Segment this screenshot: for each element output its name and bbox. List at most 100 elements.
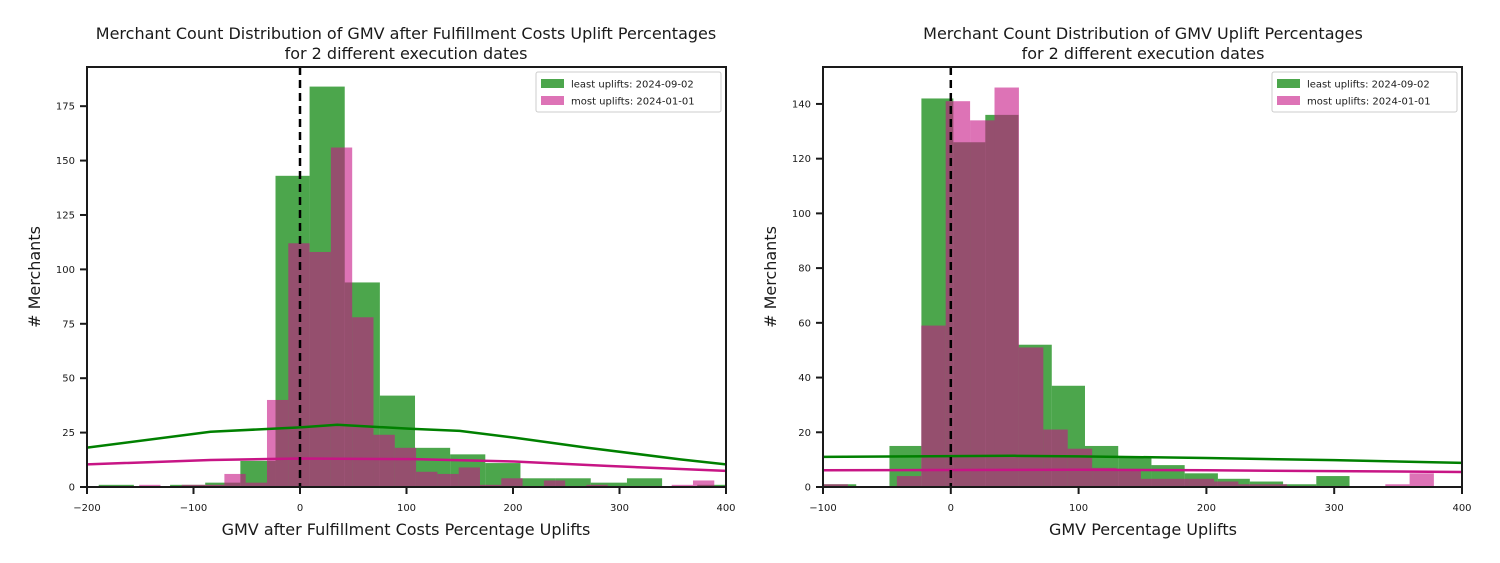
histogram-bar [970,120,995,487]
right-kde-line-least [823,454,1462,465]
legend-swatch [541,79,564,88]
histogram-bar [896,476,922,487]
histogram-bar [1409,473,1434,487]
histogram-bar [501,478,523,487]
histogram-bar [994,87,1019,487]
right-chart-title-line1: Merchant Count Distribution of GMV Uplif… [923,24,1363,43]
histogram-bar [245,482,267,487]
histogram-bar [352,317,374,487]
histogram-bar [1067,448,1093,487]
y-tick-label: 40 [798,373,811,384]
histogram-bar [671,484,693,487]
histogram-bar [945,101,971,487]
left-series-least-bars [98,86,726,487]
y-tick-label: 175 [56,102,75,113]
x-tick-label: 400 [716,503,735,514]
legend-swatch [541,96,564,105]
x-tick-label: −100 [180,503,207,514]
y-tick-label: 100 [792,209,811,220]
histogram-bar [1092,467,1117,487]
histogram-bar [1262,484,1287,487]
y-tick-label: 150 [56,156,75,167]
right-x-axis-label: GMV Percentage Uplifts [1049,520,1237,539]
y-tick-label: 0 [69,483,75,494]
right-axes-frame [822,66,1463,488]
x-tick-label: 0 [948,503,954,514]
x-tick-label: 200 [1197,503,1216,514]
legend-box [1271,71,1458,113]
histogram-bar [139,484,161,487]
x-tick-label: −200 [73,503,100,514]
y-tick-label: 100 [56,265,75,276]
histogram-bar [437,473,459,487]
y-tick-label: 80 [798,264,811,275]
x-tick-label: 100 [397,503,416,514]
histogram-bar [1018,347,1044,487]
y-tick-label: 125 [56,210,75,221]
right-legend: least uplifts: 2024-09-02 most uplifts: 2… [1271,71,1458,113]
histogram-bar [1165,478,1190,487]
legend-label: least uplifts: 2024-09-02 [571,80,694,91]
x-tick-label: 300 [610,503,629,514]
histogram-bar [181,484,204,487]
histogram-bar [416,471,438,487]
left-legend: least uplifts: 2024-09-02 most uplifts: 2… [535,71,722,113]
histogram-bar [543,480,566,487]
histogram-bar [590,482,627,487]
histogram-bar [626,478,663,487]
legend-label: most uplifts: 2024-01-01 [571,97,695,108]
left-x-axis-label: GMV after Fulfillment Costs Percentage U… [222,520,591,539]
histogram-bar [1116,470,1141,487]
histogram-bar [458,467,480,487]
histogram-bar [1316,476,1350,487]
y-tick-label: 140 [792,99,811,110]
right-chart-title-line2: for 2 different execution dates [1022,44,1265,63]
y-tick-label: 25 [62,428,75,439]
left-chart-title-line1: Merchant Count Distribution of GMV after… [96,24,716,43]
histogram-bar [98,484,134,487]
y-tick-label: 60 [798,318,811,329]
right-y-axis-label: # Merchants [761,226,780,328]
histogram-bar [1189,478,1215,487]
histogram-bar [266,399,289,487]
x-tick-label: 100 [1069,503,1088,514]
histogram-bar [1385,484,1410,487]
histogram-bar [1214,481,1239,487]
histogram-bar [479,484,502,487]
histogram-bar [555,478,591,487]
left-series-most-bars [139,147,715,487]
y-tick-label: 120 [792,154,811,165]
histogram-bar [586,484,608,487]
histogram-bar [1283,484,1317,487]
right-series-least-bars [823,98,1350,487]
y-tick-label: 75 [62,319,75,330]
left-histogram-panel: Merchant Count Distribution of GMV after… [25,24,736,539]
right-series-most-bars [823,87,1434,487]
histogram-bar [373,434,395,487]
right-plot-area [823,67,1462,487]
histogram-bar [224,473,246,487]
histogram-bar [921,325,946,487]
legend-box [535,71,722,113]
histogram-bar [520,478,556,487]
x-tick-label: −100 [809,503,836,514]
histogram-bar [1140,478,1166,487]
x-tick-label: 0 [297,503,303,514]
y-tick-label: 0 [805,483,811,494]
histogram-bar [330,147,353,487]
histogram-bar [1238,484,1263,487]
legend-label: least uplifts: 2024-09-02 [1307,80,1430,91]
histogram-bar [692,480,715,487]
left-y-axis-label: # Merchants [25,226,44,328]
x-tick-label: 400 [1452,503,1471,514]
y-tick-label: 20 [798,428,811,439]
histogram-bar [394,447,417,487]
histogram-bar [309,251,331,487]
legend-swatch [1277,96,1300,105]
x-tick-label: 300 [1325,503,1344,514]
y-tick-label: 50 [62,374,75,385]
histogram-bar [203,484,225,487]
histogram-bar [823,484,848,487]
left-plot-area [87,67,726,487]
